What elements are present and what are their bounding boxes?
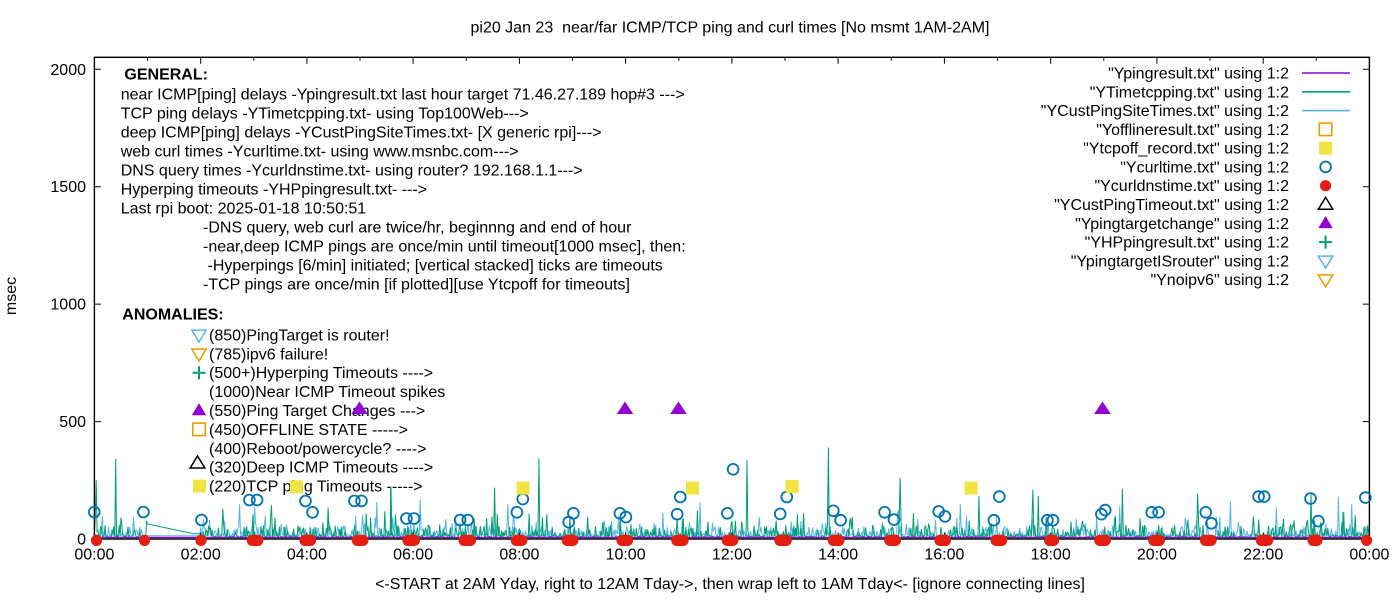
svg-text:"YCustPingSiteTimes.txt" using: "YCustPingSiteTimes.txt" using 1:2	[1041, 103, 1289, 120]
svg-text:"YTimetcpping.txt" using 1:2: "YTimetcpping.txt" using 1:2	[1090, 84, 1289, 101]
svg-text:20:00: 20:00	[1137, 547, 1177, 564]
svg-text:(450)OFFLINE STATE ----->: (450)OFFLINE STATE ----->	[209, 422, 408, 439]
svg-text:Last rpi boot: 2025-01-18 10:5: Last rpi boot: 2025-01-18 10:50:51	[121, 201, 367, 218]
svg-text:18:00: 18:00	[1031, 547, 1071, 564]
svg-text:ANOMALIES:: ANOMALIES:	[122, 306, 223, 323]
svg-text:pi20 Jan 23 near/far ICMP/TCP: pi20 Jan 23 near/far ICMP/TCP ping and c…	[470, 20, 989, 37]
svg-text:(500+)Hyperping Timeouts ---->: (500+)Hyperping Timeouts ---->	[209, 365, 433, 382]
svg-text:1500: 1500	[50, 179, 86, 196]
svg-text:deep ICMP[ping] delays -YCustP: deep ICMP[ping] delays -YCustPingSiteTim…	[121, 125, 602, 142]
svg-text:00:00: 00:00	[74, 547, 114, 564]
svg-text:-TCP pings are once/min [if pl: -TCP pings are once/min [if plotted][use…	[203, 277, 630, 294]
svg-text:"YpingtargetISrouter" using 1:: "YpingtargetISrouter" using 1:2	[1071, 253, 1289, 270]
svg-text:22:00: 22:00	[1243, 547, 1283, 564]
svg-text:(400)Reboot/powercycle? ---->: (400)Reboot/powercycle? ---->	[209, 441, 426, 458]
svg-text:web curl times -Ycurltime.txt-: web curl times -Ycurltime.txt- using www…	[120, 144, 519, 161]
svg-text:0: 0	[77, 532, 86, 549]
svg-text:Hyperping timeouts -YHPpingres: Hyperping timeouts -YHPpingresult.txt- -…	[121, 182, 427, 199]
svg-text:14:00: 14:00	[818, 547, 858, 564]
svg-text:"Ypingtargetchange" using 1:2: "Ypingtargetchange" using 1:2	[1075, 216, 1289, 233]
svg-text:<-START at 2AM Yday, right to: <-START at 2AM Yday, right to 12AM Tday-…	[375, 576, 1085, 593]
svg-text:12:00: 12:00	[712, 547, 752, 564]
svg-text:"Ynoipv6" using 1:2: "Ynoipv6" using 1:2	[1150, 272, 1289, 289]
svg-text:GENERAL:: GENERAL:	[124, 66, 208, 83]
svg-text:500: 500	[59, 414, 86, 431]
svg-text:(320)Deep ICMP Timeouts ---->: (320)Deep ICMP Timeouts ---->	[209, 460, 433, 477]
svg-text:(550)Ping Target Changes --->: (550)Ping Target Changes --->	[209, 403, 425, 420]
svg-text:08:00: 08:00	[499, 547, 539, 564]
svg-text:TCP ping delays -YTimetcpping.: TCP ping delays -YTimetcpping.txt- using…	[121, 106, 529, 123]
svg-text:-DNS query, web curl are twice: -DNS query, web curl are twice/hr, begin…	[203, 220, 632, 237]
svg-text:-near,deep ICMP pings are once: -near,deep ICMP pings are once/min until…	[203, 239, 686, 256]
svg-text:near ICMP[ping] delays -Ypingr: near ICMP[ping] delays -Ypingresult.txt …	[121, 87, 685, 104]
svg-text:00:00: 00:00	[1349, 547, 1389, 564]
svg-text:2000: 2000	[50, 62, 86, 79]
svg-text:DNS query times -Ycurldnstime.: DNS query times -Ycurldnstime.txt- using…	[121, 163, 583, 180]
svg-text:"Ycurldnstime.txt" using 1:2: "Ycurldnstime.txt" using 1:2	[1094, 178, 1289, 195]
svg-text:(785)ipv6 failure!: (785)ipv6 failure!	[209, 346, 328, 363]
svg-text:-Hyperpings [6/min] initiated;: -Hyperpings [6/min] initiated; [vertical…	[208, 258, 663, 275]
svg-text:"Ypingresult.txt" using 1:2: "Ypingresult.txt" using 1:2	[1108, 66, 1289, 83]
svg-text:(220)TCP ping Timeouts ----->: (220)TCP ping Timeouts ----->	[209, 479, 423, 496]
svg-text:msec: msec	[3, 277, 20, 315]
svg-text:(850)PingTarget is router!: (850)PingTarget is router!	[209, 327, 390, 344]
svg-text:(1000)Near ICMP Timeout spikes: (1000)Near ICMP Timeout spikes	[209, 384, 445, 401]
svg-text:04:00: 04:00	[287, 547, 327, 564]
svg-text:1000: 1000	[50, 297, 86, 314]
svg-text:06:00: 06:00	[393, 547, 433, 564]
svg-text:10:00: 10:00	[606, 547, 646, 564]
svg-text:"Ycurltime.txt" using 1:2: "Ycurltime.txt" using 1:2	[1120, 159, 1289, 176]
svg-text:16:00: 16:00	[924, 547, 964, 564]
svg-text:"Ytcpoff_record.txt" using 1:2: "Ytcpoff_record.txt" using 1:2	[1083, 141, 1289, 158]
svg-text:"Yofflineresult.txt" using 1:2: "Yofflineresult.txt" using 1:2	[1096, 122, 1289, 139]
svg-text:"YCustPingTimeout.txt" using 1: "YCustPingTimeout.txt" using 1:2	[1054, 197, 1289, 214]
svg-text:"YHPpingresult.txt" using 1:2: "YHPpingresult.txt" using 1:2	[1085, 235, 1289, 252]
svg-text:02:00: 02:00	[181, 547, 221, 564]
